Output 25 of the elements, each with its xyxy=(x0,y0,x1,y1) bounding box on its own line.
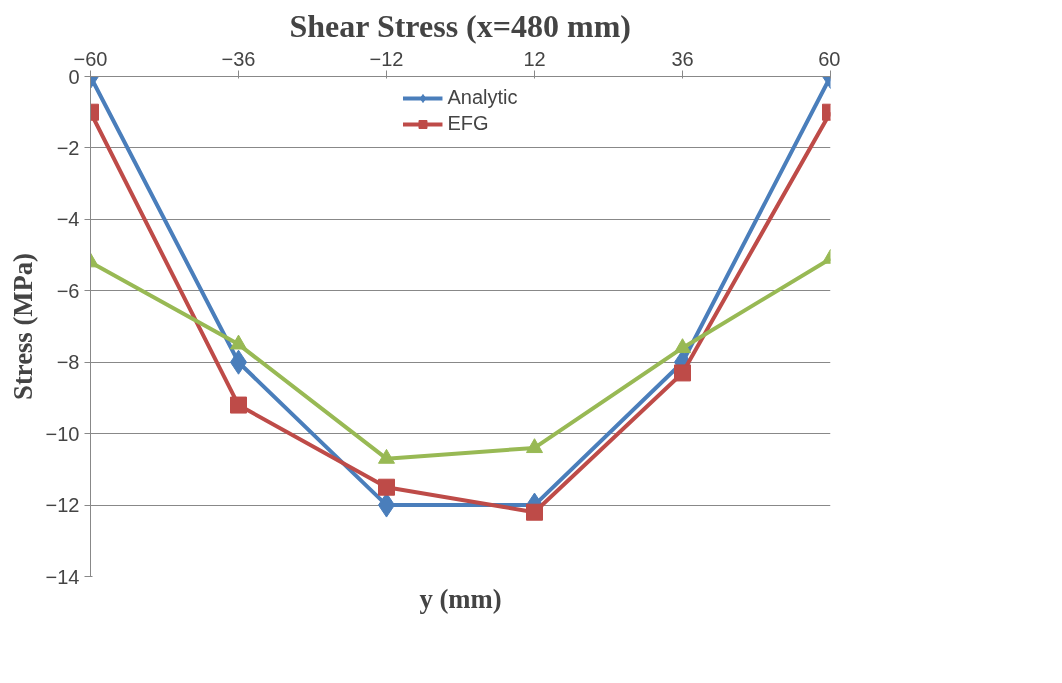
y-tick-label: −14 xyxy=(45,565,80,588)
point xyxy=(526,503,543,521)
y-tick-label: −10 xyxy=(45,422,80,445)
x-axis-title: y (mm) xyxy=(419,583,502,614)
y-tick-label: −8 xyxy=(56,351,80,374)
point xyxy=(230,334,247,350)
x-tick-label: 60 xyxy=(818,47,841,70)
point xyxy=(378,448,395,464)
point xyxy=(526,438,543,454)
y-axis-title: Stress (MPa) xyxy=(7,253,38,400)
y-tick-label: −4 xyxy=(56,208,80,231)
point xyxy=(674,364,691,382)
point xyxy=(674,338,691,354)
y-tick-label: −2 xyxy=(56,136,80,159)
x-tick-label: −12 xyxy=(369,47,404,70)
point xyxy=(230,396,247,414)
y-tick-label: −12 xyxy=(45,494,80,517)
y-tick-label: −6 xyxy=(56,279,80,302)
legend-label: Analytic xyxy=(447,86,518,109)
x-tick-label: 36 xyxy=(671,47,694,70)
point xyxy=(378,478,395,496)
legend-label: EFG xyxy=(447,112,489,135)
chart-title: Shear Stress (x=480 mm) xyxy=(289,7,631,44)
x-tick-label: 12 xyxy=(523,47,546,70)
x-tick-label: −36 xyxy=(221,47,256,70)
